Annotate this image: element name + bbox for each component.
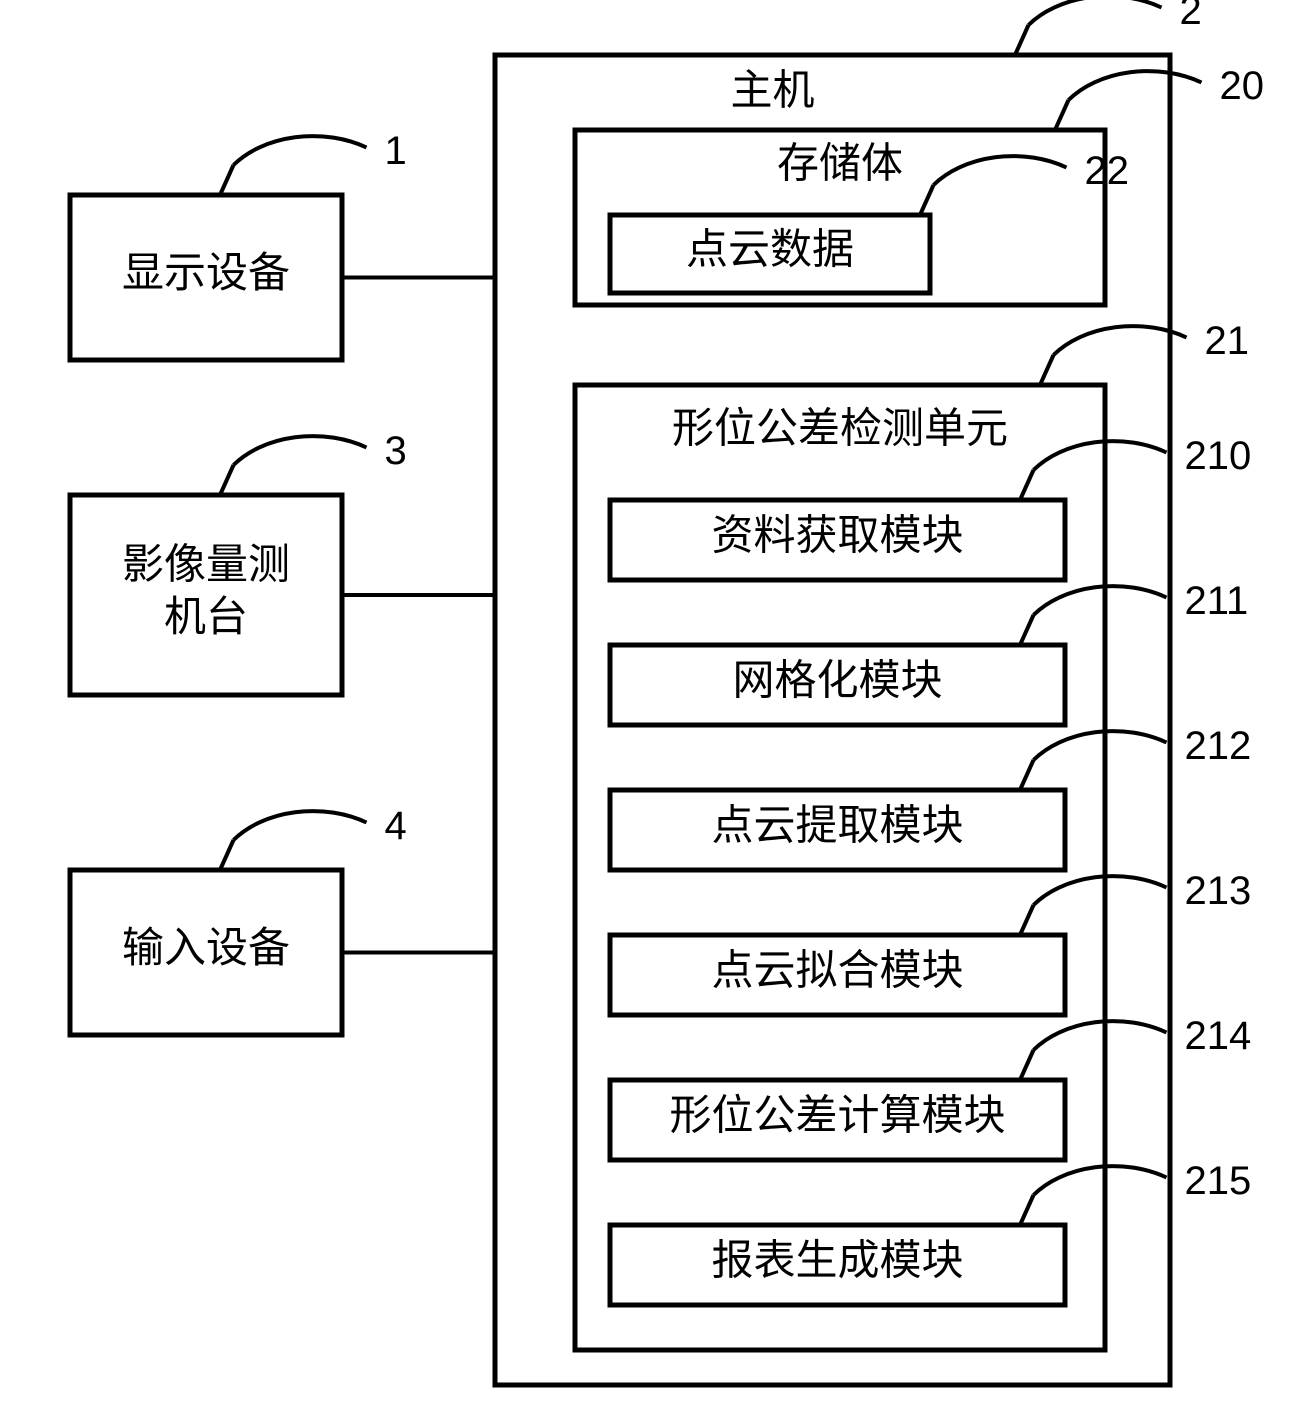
callout-module-1: 211 (1185, 579, 1249, 623)
label-module-5: 报表生成模块 (711, 1239, 963, 1285)
callout-module-4: 214 (1185, 1014, 1252, 1058)
label-storage: 存储体 (777, 142, 903, 188)
callout-pointcloud-data: 22 (1085, 149, 1130, 193)
label-module-2: 点云提取模块 (711, 804, 963, 850)
label-module-3: 点云拟合模块 (711, 949, 963, 995)
label-module-4: 形位公差计算模块 (669, 1093, 1005, 1140)
callout-imaging: 3 (385, 429, 407, 473)
label-module-0: 资料获取模块 (711, 514, 963, 560)
label-input: 输入设备 (122, 926, 290, 972)
callout-module-5: 215 (1185, 1159, 1252, 1203)
label-host: 主机 (730, 69, 814, 115)
callout-input: 4 (385, 804, 407, 848)
callout-module-3: 213 (1185, 869, 1252, 913)
callout-module-2: 212 (1185, 724, 1252, 768)
callout-storage: 20 (1220, 64, 1265, 108)
callout-display: 1 (385, 129, 407, 173)
label-imaging-1: 机台 (164, 595, 248, 641)
label-unit: 形位公差检测单元 (672, 406, 1008, 453)
callout-host: 2 (1180, 0, 1202, 33)
label-module-1: 网格化模块 (732, 659, 942, 705)
callout-module-0: 210 (1185, 434, 1252, 478)
label-pointcloud-data: 点云数据 (686, 228, 854, 274)
label-display: 显示设备 (122, 251, 290, 297)
callout-unit: 21 (1205, 319, 1250, 363)
system-block-diagram: 显示设备 1 影像量测机台 3 输入设备 4 主机 2 存储体 20 点云数据 22 形位公差检测单元 2… (0, 0, 1310, 1413)
label-imaging-0: 影像量测 (122, 542, 290, 588)
